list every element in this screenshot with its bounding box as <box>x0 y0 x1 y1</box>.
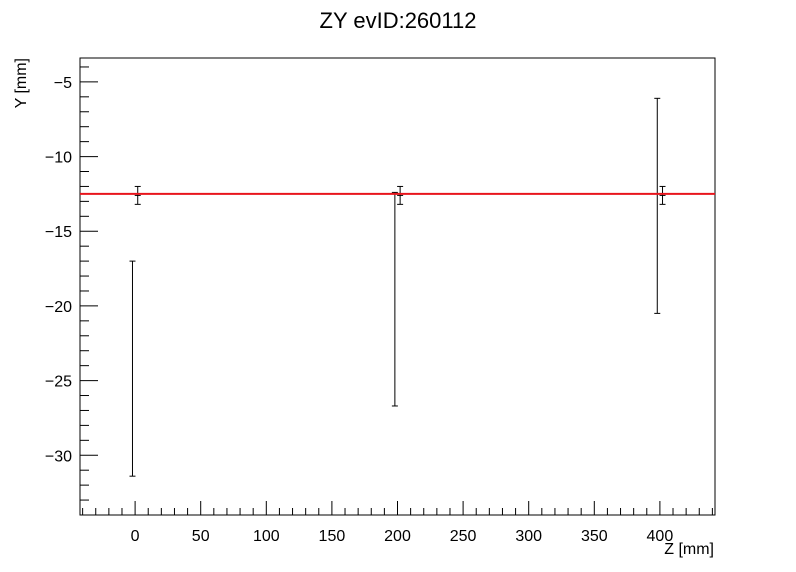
x-tick-label: 250 <box>450 528 477 545</box>
x-axis-title: Z [mm] <box>664 541 714 558</box>
y-tick-label: −30 <box>45 448 72 465</box>
chart-title: ZY evID:260112 <box>320 8 477 33</box>
x-tick-label: 100 <box>253 528 280 545</box>
x-tick-label: 300 <box>515 528 542 545</box>
y-tick-label: −25 <box>45 374 72 391</box>
x-tick-label: 400 <box>647 528 674 545</box>
y-axis-title: Y [mm] <box>13 58 30 108</box>
y-tick-label: −15 <box>45 224 72 241</box>
x-tick-label: 200 <box>384 528 411 545</box>
x-tick-label: 0 <box>131 528 140 545</box>
y-tick-label: −5 <box>54 75 72 92</box>
x-tick-label: 350 <box>581 528 608 545</box>
x-tick-label: 150 <box>319 528 346 545</box>
x-tick-label: 50 <box>192 528 210 545</box>
plot-area: 0 50 100 150 200 250 300 350 400 −30 −25 −20 −15 −10 −… <box>45 57 716 545</box>
y-tick-label: −10 <box>45 150 72 167</box>
y-tick-label: −20 <box>45 299 72 316</box>
